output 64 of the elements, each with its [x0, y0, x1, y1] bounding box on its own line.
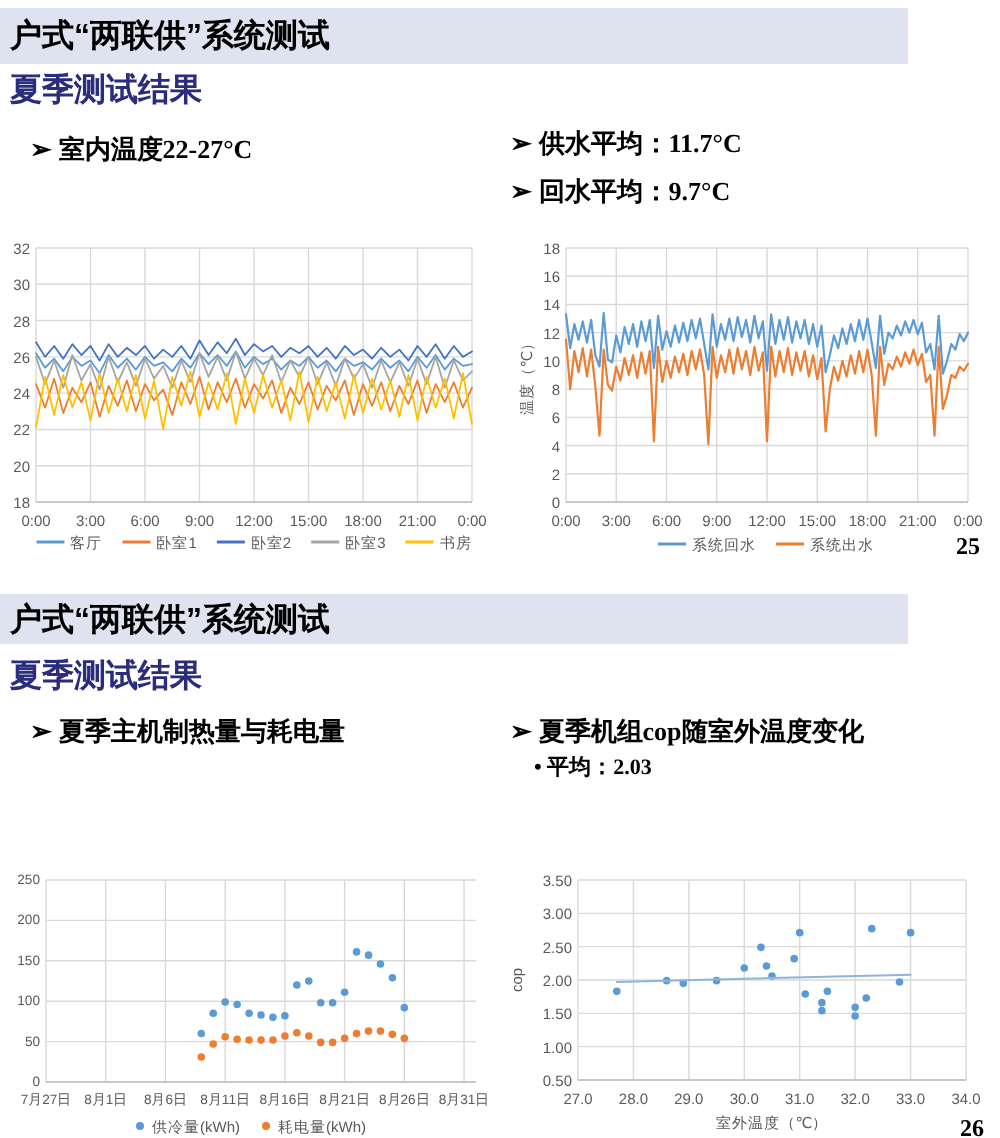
text: ➢ 供水平均：11.7°C [510, 127, 742, 157]
point [269, 1013, 277, 1022]
chart-title: 户式“两联供”系统测试 [8, 601, 330, 637]
point [209, 1040, 218, 1048]
point [795, 928, 804, 937]
point [281, 1011, 289, 1020]
point [221, 998, 229, 1006]
point [376, 1027, 385, 1035]
point [233, 1035, 241, 1043]
chart-subtitle: 夏季测试结果 [8, 657, 204, 693]
text: ➢ 夏季主机制热量与耗电量 [30, 715, 345, 745]
text: ➢ 室内温度22-27°C [30, 133, 253, 163]
point [221, 1032, 229, 1041]
point [895, 978, 904, 986]
point [352, 948, 361, 956]
point [316, 999, 325, 1007]
point [269, 1036, 277, 1044]
point [400, 1003, 409, 1012]
point [197, 1053, 206, 1061]
point [328, 1038, 337, 1047]
point [257, 1011, 265, 1019]
point [257, 1036, 265, 1044]
point [304, 1032, 313, 1040]
text: 25 [956, 532, 980, 560]
point [233, 1000, 241, 1009]
point [293, 981, 301, 989]
point [340, 1034, 349, 1043]
point [867, 924, 876, 933]
point [197, 1029, 206, 1038]
point [818, 1006, 826, 1015]
chart-title: 户式“两联供”系统测试 [8, 17, 330, 53]
point [823, 987, 832, 996]
point [762, 962, 771, 970]
point [851, 1012, 859, 1020]
point [364, 951, 373, 959]
chart-subtitle: 夏季测试结果 [8, 71, 204, 107]
point [613, 987, 621, 996]
point [316, 1038, 325, 1047]
point [740, 964, 749, 972]
point [862, 994, 871, 1002]
text: 26 [960, 1114, 984, 1138]
text: ➢ 回水平均：9.7°C [510, 175, 731, 205]
point [209, 1009, 218, 1018]
point [790, 954, 798, 963]
point [304, 977, 313, 985]
point [851, 1003, 859, 1012]
point [388, 1030, 397, 1039]
point [400, 1034, 409, 1043]
point [906, 928, 915, 937]
point [328, 999, 337, 1007]
point [340, 988, 349, 997]
point [757, 943, 765, 952]
point [245, 1009, 253, 1018]
point [352, 1029, 361, 1038]
text: • 平均：2.03 [534, 754, 653, 780]
point [388, 973, 397, 982]
point [801, 990, 810, 998]
point [245, 1036, 253, 1044]
point [364, 1027, 373, 1035]
point [376, 960, 385, 968]
text: ➢ 夏季机组cop随室外温度变化 [510, 715, 866, 745]
point [281, 1032, 289, 1040]
point [293, 1028, 301, 1037]
point [818, 998, 826, 1007]
